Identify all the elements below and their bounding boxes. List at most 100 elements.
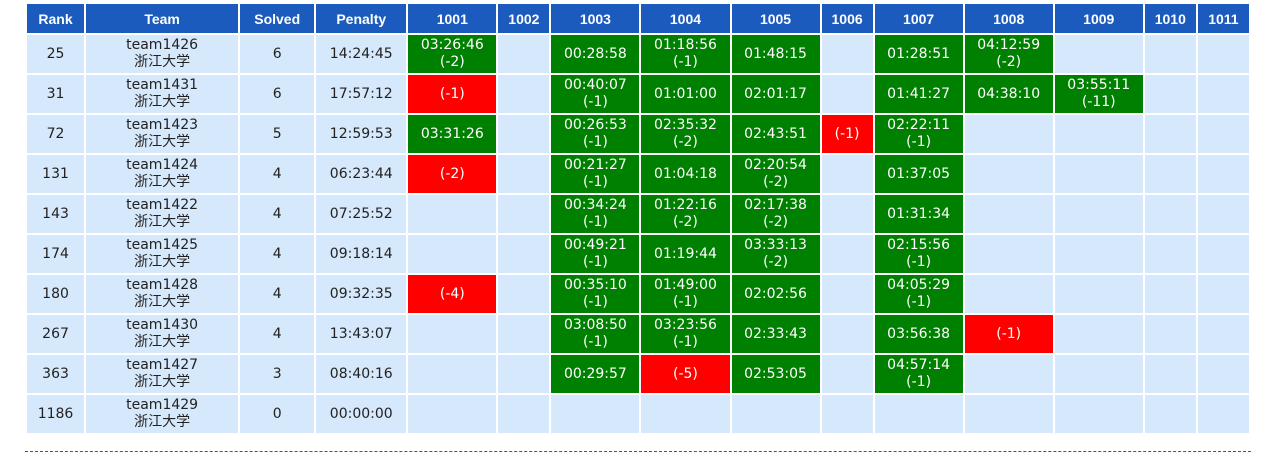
accept-time: 01:41:27 xyxy=(887,85,951,102)
attempt-count: (-1) xyxy=(906,254,932,270)
header-rank[interactable]: Rank xyxy=(24,2,87,35)
header-problem-1001[interactable]: 1001 xyxy=(406,2,499,35)
team-name[interactable]: team1430 xyxy=(126,317,199,333)
team-cell[interactable]: team1427 浙江大学 xyxy=(84,353,241,395)
team-name[interactable]: team1423 xyxy=(126,117,199,133)
problem-1010-empty-cell xyxy=(1142,393,1198,435)
header-problem-1011[interactable]: 1011 xyxy=(1195,2,1252,35)
penalty-cell: 06:23:44 xyxy=(314,153,409,195)
header-problem-1002[interactable]: 1002 xyxy=(496,2,552,35)
solved-cell: 3 xyxy=(238,353,317,395)
solved-cell: 6 xyxy=(238,73,317,115)
problem-1006-empty-cell xyxy=(819,393,875,435)
problem-1001-rejected-cell: (-4) xyxy=(406,273,499,315)
attempt-count: (-1) xyxy=(582,254,608,270)
attempt-count: (-1) xyxy=(906,134,932,150)
problem-1004-accepted-cell: 01:18:56 (-1) xyxy=(639,33,732,75)
problem-1011-empty-cell xyxy=(1195,153,1252,195)
header-problem-1005[interactable]: 1005 xyxy=(729,2,822,35)
team-cell[interactable]: team1423 浙江大学 xyxy=(84,113,241,155)
team-name[interactable]: team1424 xyxy=(126,157,199,173)
rank-cell: 131 xyxy=(24,153,87,195)
problem-1004-accepted-cell: 03:23:56 (-1) xyxy=(639,313,732,355)
problem-1007-accepted-cell: 01:28:51 xyxy=(872,33,965,75)
problem-1005-accepted-cell: 02:53:05 xyxy=(729,353,822,395)
accept-time: 03:55:11 xyxy=(1067,77,1131,93)
header-penalty[interactable]: Penalty xyxy=(314,2,409,35)
penalty-cell: 14:24:45 xyxy=(314,33,409,75)
problem-1005-accepted-cell: 02:17:38 (-2) xyxy=(729,193,822,235)
accept-time: 02:20:54 xyxy=(744,157,807,173)
accept-time: 01:31:34 xyxy=(887,205,951,222)
problem-1011-empty-cell xyxy=(1195,113,1252,155)
attempt-count: (-1) xyxy=(673,294,698,310)
header-problem-1010[interactable]: 1010 xyxy=(1142,2,1198,35)
header-problem-1009[interactable]: 1009 xyxy=(1052,2,1145,35)
team-name[interactable]: team1422 xyxy=(126,197,199,213)
problem-1009-empty-cell xyxy=(1052,113,1145,155)
team-school: 浙江大学 xyxy=(134,294,191,310)
problem-1001-empty-cell xyxy=(406,393,499,435)
attempt-count: (-1) xyxy=(582,174,608,190)
team-name[interactable]: team1428 xyxy=(126,277,199,293)
header-solved[interactable]: Solved xyxy=(238,2,317,35)
attempt-count: (-2) xyxy=(673,134,698,150)
problem-1006-rejected-cell: (-1) xyxy=(819,113,875,155)
attempt-count: (-1) xyxy=(673,54,698,70)
team-name[interactable]: team1425 xyxy=(126,237,199,253)
team-cell[interactable]: team1424 浙江大学 xyxy=(84,153,241,195)
problem-1002-empty-cell xyxy=(496,153,552,195)
accept-time: 01:19:44 xyxy=(654,245,717,262)
team-name[interactable]: team1426 xyxy=(126,37,199,53)
scoreboard-body: 25 team1426 浙江大学 6 14:24:45 03:26:46 (-2) 00:28… xyxy=(24,33,1252,435)
attempt-count: (-1) xyxy=(673,334,698,350)
team-name[interactable]: team1427 xyxy=(126,357,199,373)
header-team[interactable]: Team xyxy=(84,2,241,35)
accept-time: 02:22:11 xyxy=(887,117,951,133)
team-row: 267 team1430 浙江大学 4 13:43:07 03:08:50 (-1) 03:2… xyxy=(24,313,1252,355)
problem-1008-empty-cell xyxy=(962,193,1055,235)
accept-time: 03:31:26 xyxy=(420,125,484,142)
problem-1003-accepted-cell: 00:35:10 (-1) xyxy=(549,273,642,315)
header-problem-1006[interactable]: 1006 xyxy=(819,2,875,35)
attempt-count: (-11) xyxy=(1081,94,1116,110)
problem-1011-empty-cell xyxy=(1195,233,1252,275)
team-cell[interactable]: team1425 浙江大学 xyxy=(84,233,241,275)
rank-cell: 31 xyxy=(24,73,87,115)
penalty-cell: 12:59:53 xyxy=(314,113,409,155)
problem-1010-empty-cell xyxy=(1142,113,1198,155)
problem-1007-accepted-cell: 04:57:14 (-1) xyxy=(872,353,965,395)
header-problem-1004[interactable]: 1004 xyxy=(639,2,732,35)
problem-1004-accepted-cell: 01:01:00 xyxy=(639,73,732,115)
solved-cell: 6 xyxy=(238,33,317,75)
problem-1008-empty-cell xyxy=(962,273,1055,315)
problem-1004-rejected-cell: (-5) xyxy=(639,353,732,395)
header-problem-1007[interactable]: 1007 xyxy=(872,2,965,35)
problem-1003-empty-cell xyxy=(549,393,642,435)
problem-1010-empty-cell xyxy=(1142,313,1198,355)
team-name[interactable]: team1429 xyxy=(126,397,199,413)
problem-1003-accepted-cell: 00:40:07 (-1) xyxy=(549,73,642,115)
accept-time: 04:12:59 xyxy=(977,37,1041,53)
team-cell[interactable]: team1422 浙江大学 xyxy=(84,193,241,235)
solved-cell: 4 xyxy=(238,233,317,275)
accept-time: 01:22:16 xyxy=(654,197,717,213)
problem-1008-accepted-cell: 04:12:59 (-2) xyxy=(962,33,1055,75)
table-bottom-divider xyxy=(25,451,1251,452)
rank-cell: 267 xyxy=(24,313,87,355)
accept-time: 03:08:50 xyxy=(563,317,627,333)
header-problem-1003[interactable]: 1003 xyxy=(549,2,642,35)
problem-1008-empty-cell xyxy=(962,393,1055,435)
accept-time: 03:23:56 xyxy=(654,317,717,333)
team-cell[interactable]: team1429 浙江大学 xyxy=(84,393,241,435)
team-cell[interactable]: team1431 浙江大学 xyxy=(84,73,241,115)
team-name[interactable]: team1431 xyxy=(126,77,199,93)
team-cell[interactable]: team1428 浙江大学 xyxy=(84,273,241,315)
problem-1007-accepted-cell: 02:15:56 (-1) xyxy=(872,233,965,275)
team-school: 浙江大学 xyxy=(134,254,191,270)
attempt-count: (-1) xyxy=(906,374,932,390)
problem-1011-empty-cell xyxy=(1195,393,1252,435)
header-problem-1008[interactable]: 1008 xyxy=(962,2,1055,35)
team-cell[interactable]: team1430 浙江大学 xyxy=(84,313,241,355)
team-cell[interactable]: team1426 浙江大学 xyxy=(84,33,241,75)
